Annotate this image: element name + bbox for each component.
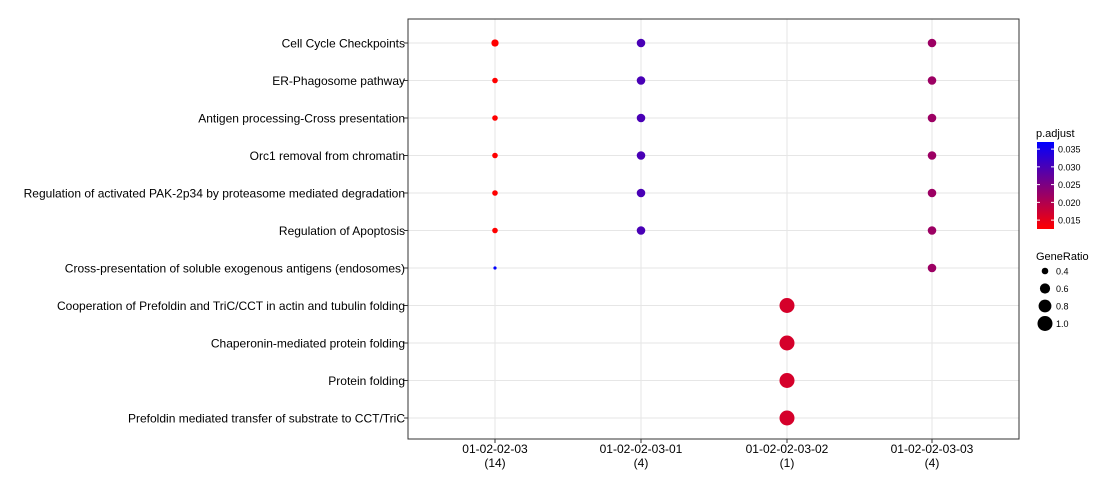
size-legend-label: 0.4 xyxy=(1056,267,1069,277)
x-tick-count-label: (1) xyxy=(780,456,795,470)
data-point xyxy=(636,113,646,123)
color-scale-tick-label: 0.035 xyxy=(1058,145,1081,155)
p-adjust-legend: p.adjust 0.015 0.020 0.025 0.030 0.035 xyxy=(1036,128,1081,229)
y-tick-label: Regulation of activated PAK-2p34 by prot… xyxy=(24,187,405,201)
size-legend-key xyxy=(1039,283,1051,294)
data-point xyxy=(779,335,795,351)
x-tick-count-label: (14) xyxy=(484,456,505,470)
y-tick-label: Cooperation of Prefoldin and TriC/CCT in… xyxy=(57,299,405,313)
x-axis: 01-02-02-03(14)01-02-02-03-01(4)01-02-02… xyxy=(462,439,974,470)
data-point xyxy=(927,113,937,123)
data-point xyxy=(636,151,646,160)
size-legend-label: 0.6 xyxy=(1056,284,1069,294)
x-tick-count-label: (4) xyxy=(925,456,940,470)
size-legend-label: 1.0 xyxy=(1056,319,1069,329)
data-point xyxy=(927,151,937,160)
y-tick-label: Cross-presentation of soluble exogenous … xyxy=(65,262,405,276)
data-point xyxy=(492,152,498,159)
color-scale-tick-label: 0.015 xyxy=(1058,216,1081,226)
color-scale-tick-label: 0.020 xyxy=(1058,198,1081,208)
data-point xyxy=(493,266,497,270)
grid-lines xyxy=(408,19,1019,439)
x-tick-count-label: (4) xyxy=(634,456,649,470)
y-tick-label: Cell Cycle Checkpoints xyxy=(282,37,405,51)
gene-ratio-legend: GeneRatio 0.4 0.6 0.8 1.0 xyxy=(1036,251,1089,331)
size-legend-key xyxy=(1038,299,1052,313)
data-point xyxy=(492,115,498,121)
data-point xyxy=(636,226,646,235)
y-tick-label: ER-Phagosome pathway xyxy=(272,74,405,88)
data-point xyxy=(779,298,795,313)
data-point xyxy=(636,76,646,85)
size-legend-key xyxy=(1037,316,1053,331)
color-scale-tick-label: 0.030 xyxy=(1058,162,1081,172)
data-point xyxy=(927,76,937,85)
data-point xyxy=(927,188,937,198)
color-legend-title: p.adjust xyxy=(1036,128,1075,140)
color-scale-tick-label: 0.025 xyxy=(1058,180,1081,190)
data-point xyxy=(491,39,499,47)
data-point xyxy=(636,188,646,198)
data-point xyxy=(927,226,937,235)
x-tick-label: 01-02-02-03-03 xyxy=(891,442,974,456)
size-legend-title: GeneRatio xyxy=(1036,251,1089,263)
y-tick-label: Orc1 removal from chromatin xyxy=(250,149,405,163)
data-point xyxy=(779,410,795,426)
data-point xyxy=(492,190,498,196)
y-tick-label: Regulation of Apoptosis xyxy=(279,224,405,238)
y-tick-label: Chaperonin-mediated protein folding xyxy=(211,337,405,351)
x-tick-label: 01-02-02-03-02 xyxy=(746,442,829,456)
y-tick-label: Prefoldin mediated transfer of substrate… xyxy=(128,412,405,426)
y-tick-label: Antigen processing-Cross presentation xyxy=(198,112,405,126)
size-legend-label: 0.8 xyxy=(1056,302,1069,312)
data-point xyxy=(927,38,937,48)
data-points xyxy=(491,38,937,426)
plot-panel-border xyxy=(407,18,1020,440)
x-tick-label: 01-02-02-03 xyxy=(462,442,528,456)
data-point xyxy=(492,77,498,84)
data-point xyxy=(779,373,795,388)
y-tick-label: Protein folding xyxy=(328,374,405,388)
color-scale-bar xyxy=(1037,142,1054,229)
size-legend-key xyxy=(1041,267,1049,275)
data-point xyxy=(636,38,646,48)
y-axis: Cell Cycle Checkpoints ER-Phagosome pathw… xyxy=(24,37,408,426)
data-point xyxy=(492,227,498,234)
x-tick-label: 01-02-02-03-01 xyxy=(600,442,683,456)
data-point xyxy=(927,263,937,273)
